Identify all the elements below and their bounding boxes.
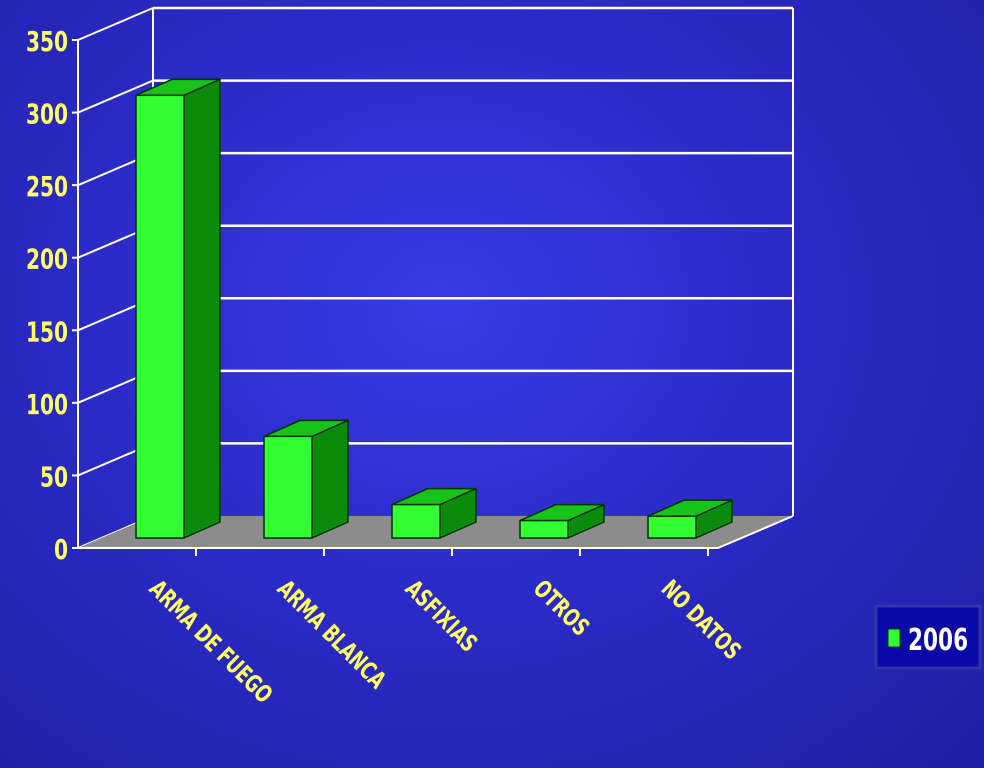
y-tick-label: 50 [40, 460, 68, 493]
y-tick-label: 300 [26, 97, 68, 130]
x-tick-label: ARMA DE FUEGO [144, 575, 278, 709]
bar [647, 499, 733, 540]
legend-frame [874, 604, 982, 670]
bar-front [391, 503, 441, 539]
bars [135, 78, 733, 540]
legend-box: 2006 [874, 604, 982, 670]
x-tick-label: NO DATOS [656, 575, 747, 666]
legend-label: 2006 [908, 624, 968, 658]
bar [519, 503, 605, 540]
bar-side [311, 419, 349, 540]
x-tick-label: OTROS [528, 575, 595, 642]
x-tick-label: ASFIXIAS [400, 575, 483, 658]
floor-right-edge [717, 515, 794, 549]
bar-front [263, 435, 313, 539]
gridlines [77, 6, 794, 549]
bar [135, 78, 221, 540]
y-tick-labels: 0 50 100 150 200 250 300 350 [26, 25, 68, 566]
y-tick-label: 150 [26, 315, 68, 348]
y-tick-label: 200 [26, 242, 68, 275]
y-tick-label: 0 [54, 533, 68, 566]
legend-swatch [887, 628, 901, 648]
bar-front [647, 515, 697, 539]
bar-front [135, 94, 185, 539]
bar-front [519, 519, 569, 539]
y-axis [72, 39, 794, 556]
bar [391, 487, 477, 540]
y-tick-label: 350 [26, 25, 68, 58]
wall-gridline [77, 7, 154, 41]
wall-gridline [77, 79, 154, 114]
bar-side [183, 78, 221, 540]
y-tick-label: 100 [26, 387, 68, 420]
bar [263, 419, 349, 540]
legend: 2006 [874, 604, 982, 670]
x-tick-label: ARMA BLANCA [272, 575, 392, 695]
y-tick-label: 250 [26, 170, 68, 203]
